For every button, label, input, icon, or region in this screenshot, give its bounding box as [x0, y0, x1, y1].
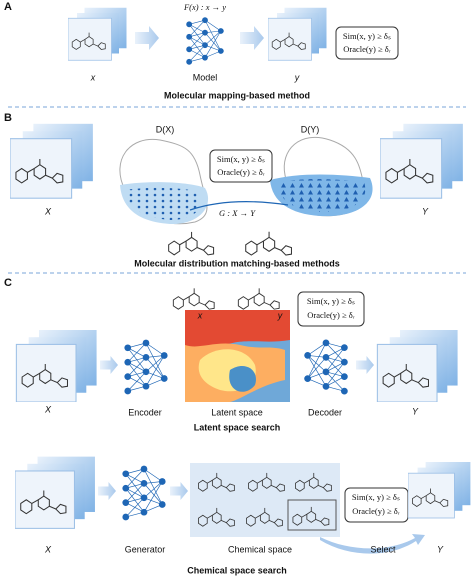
generator-network [121, 465, 167, 521]
source-points [125, 187, 202, 220]
criteria-box [297, 291, 365, 327]
molecule [237, 287, 280, 310]
output-molecules [380, 124, 463, 198]
input-label: X [44, 206, 52, 216]
decoder-network [303, 338, 349, 396]
arrow [98, 482, 116, 500]
output-molecules [377, 330, 457, 402]
mapping-arrow [189, 201, 289, 211]
x-marker: x [197, 310, 203, 320]
encoder-network [123, 339, 169, 395]
space-label: Latent space [211, 407, 263, 417]
panel-title: Molecular distribution matching-based me… [134, 258, 340, 268]
arrow [170, 482, 188, 500]
input-molecules [15, 457, 95, 529]
criterion: Sim(x, y) ≥ δₛ [352, 492, 400, 502]
generator-label: Generator [125, 544, 166, 554]
target-points [276, 179, 366, 212]
panel-label: B [4, 112, 12, 124]
output-label: Y [422, 206, 429, 216]
molecule [245, 231, 293, 256]
criterion: Oracle(y) ≥ δᵣ [307, 310, 354, 320]
arrow [135, 26, 159, 50]
encoder-label: Encoder [128, 407, 162, 417]
mapping-label: G : X → Y [219, 208, 256, 218]
panel-title: Molecular mapping-based method [164, 90, 310, 100]
output-label: y [294, 72, 300, 82]
input-label: X [44, 404, 52, 414]
criterion: Oracle(y) ≥ δᵣ [352, 506, 399, 516]
criterion: Sim(x, y) ≥ δₛ [217, 154, 265, 164]
input-label: X [44, 544, 52, 554]
formula: F(x) : x → y [183, 2, 226, 12]
selected-box [287, 499, 337, 531]
y-marker: y [277, 310, 283, 320]
criteria-box [209, 149, 273, 183]
criterion: Sim(x, y) ≥ δₛ [307, 296, 355, 306]
panel-label: C [4, 277, 12, 289]
select-arrow [320, 534, 425, 554]
latent-map [185, 310, 290, 402]
molecule [172, 287, 215, 310]
select-label: Select [370, 544, 396, 554]
criterion: Oracle(y) ≥ δᵣ [343, 44, 390, 54]
output-label: Y [412, 406, 419, 416]
space-label: Chemical space [228, 544, 292, 554]
arrow [100, 356, 118, 374]
panel-title: Latent space search [194, 422, 281, 432]
input-molecules [16, 330, 96, 402]
arrow [240, 26, 264, 50]
model-network [185, 16, 225, 66]
input-molecules [10, 124, 93, 198]
criterion: Sim(x, y) ≥ δₛ [343, 31, 391, 41]
output-label: Y [437, 544, 444, 554]
panel-label: A [4, 1, 12, 13]
criteria-box [335, 26, 399, 60]
input-label: x [90, 72, 96, 82]
output-molecules [268, 8, 327, 61]
panel-title: Chemical space search [187, 565, 287, 575]
molecule [168, 231, 215, 256]
criterion: Oracle(y) ≥ δᵣ [217, 167, 264, 177]
distribution-label: D(Y) [301, 124, 320, 134]
distribution-label: D(X) [156, 124, 175, 134]
arrow [356, 356, 374, 374]
model-label: Model [193, 72, 218, 82]
decoder-label: Decoder [308, 407, 342, 417]
input-molecules [68, 8, 127, 61]
output-molecules [408, 462, 470, 518]
